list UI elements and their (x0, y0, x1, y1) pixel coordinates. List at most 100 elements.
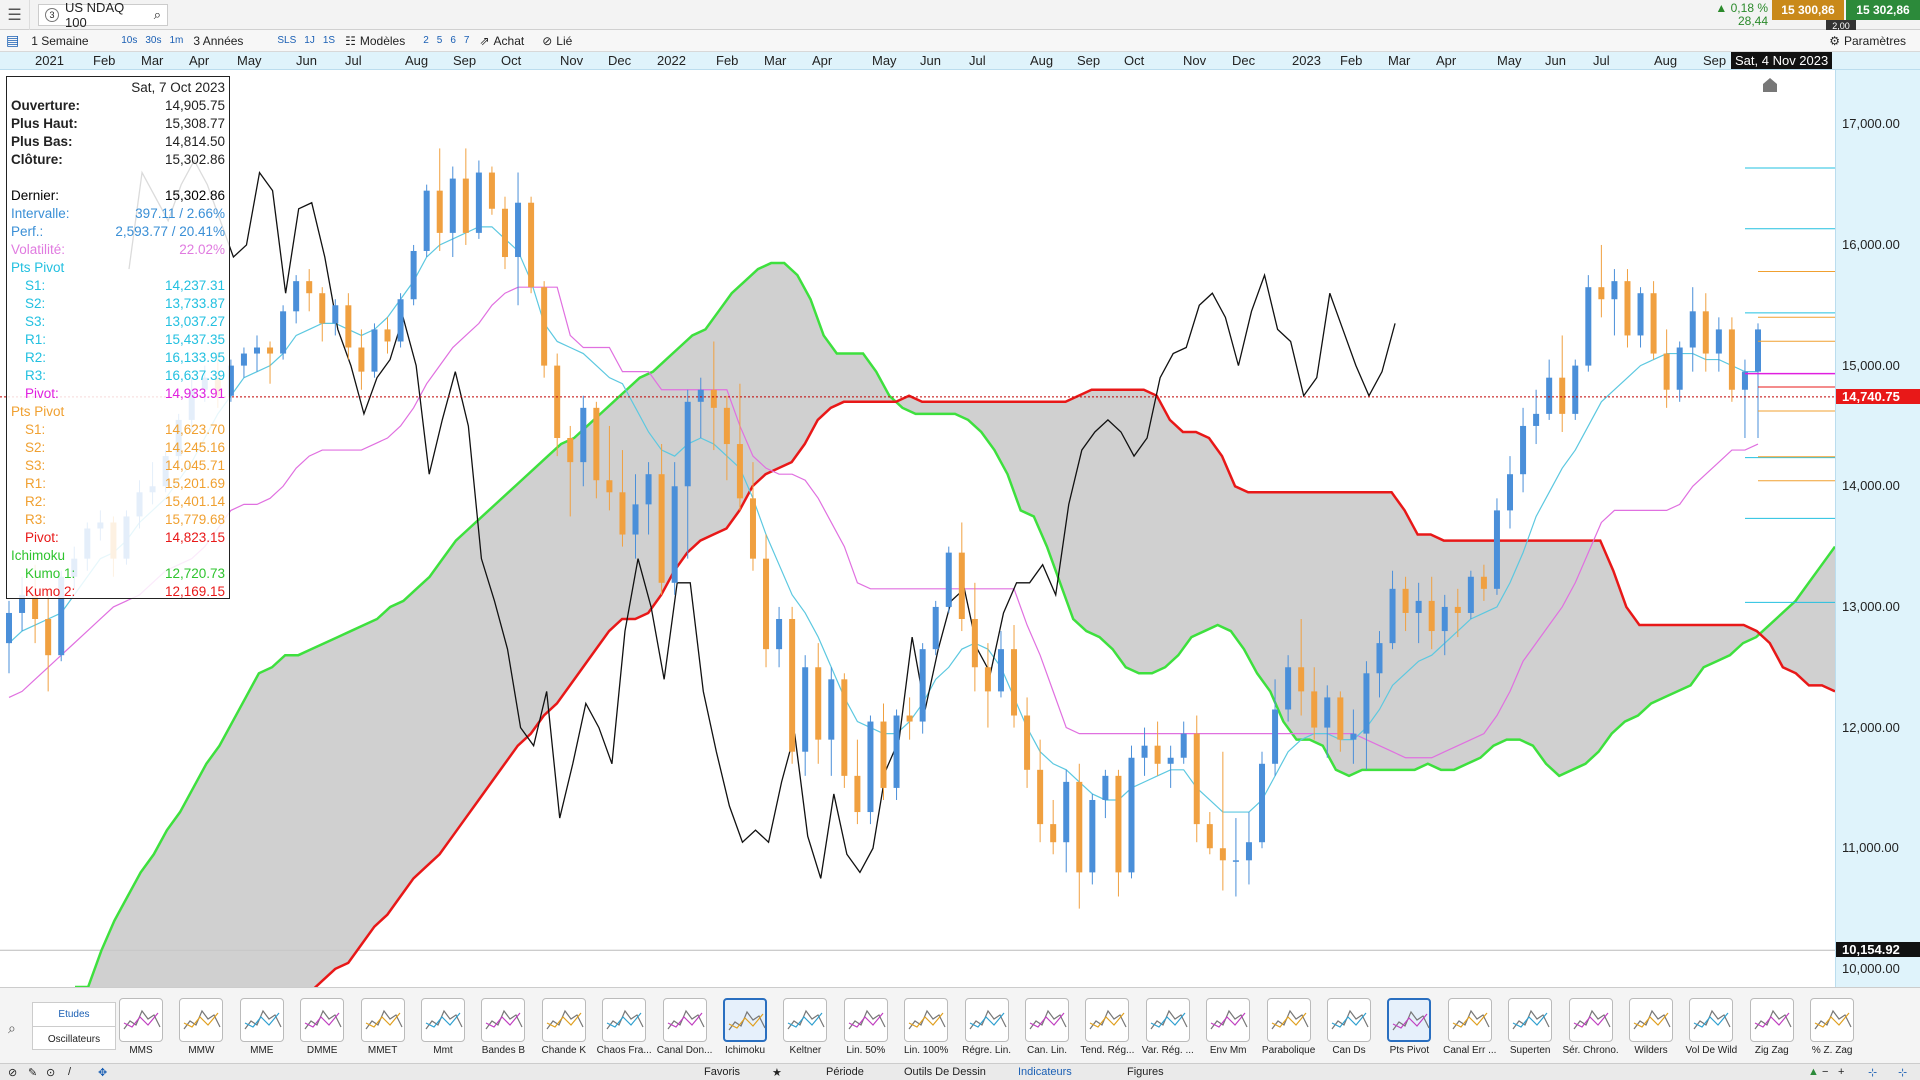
indicator-item[interactable]: Lin. 100% (898, 998, 954, 1060)
indicator-label: Tend. Rég... (1080, 1045, 1135, 1056)
indicator-item[interactable]: Chande K (536, 998, 592, 1060)
info-row: R1: 15,437.35 (11, 331, 225, 349)
indicator-item[interactable]: Bandes B (475, 998, 531, 1060)
sls-button[interactable]: SLS (277, 35, 297, 46)
indicator-item[interactable]: MME (234, 998, 290, 1060)
info-value: 15,302.86 (164, 152, 225, 167)
price-chart[interactable] (0, 70, 1835, 987)
candle-body (423, 190, 430, 251)
indicator-item[interactable]: Keltner (777, 998, 833, 1060)
interval-1d[interactable]: 1J (304, 35, 315, 46)
symbol-search[interactable]: 3 US NDAQ 100 ⌕ (38, 0, 168, 30)
price-axis[interactable]: 17,000.00 16,000.00 15,000.00 14,000.00 13,0… (1835, 70, 1920, 987)
status-tab[interactable]: Figures (1127, 1066, 1164, 1078)
candle-body (893, 715, 900, 788)
zoom-icon[interactable]: ⊹ (1898, 1067, 1908, 1079)
candle-body (1480, 576, 1487, 589)
status-tab[interactable]: Période (826, 1066, 864, 1078)
indicator-item[interactable]: Mmt (415, 998, 471, 1060)
indicator-item[interactable]: Tend. Rég... (1079, 998, 1135, 1060)
crosshair-icon[interactable]: ✥ (98, 1067, 108, 1079)
info-key: R1: (25, 332, 47, 347)
fit-icon[interactable]: ⊹ (1868, 1067, 1878, 1079)
candle-body (1637, 293, 1644, 336)
indicator-item[interactable]: Ichimoku (717, 998, 773, 1060)
buy-price-button[interactable]: 15 302,86 (1846, 0, 1920, 20)
tab-oscillateurs[interactable]: Oscillateurs (47, 1033, 101, 1045)
lines-icon[interactable]: / (68, 1066, 72, 1078)
interval-10s[interactable]: 10s (121, 35, 138, 46)
indicator-item[interactable]: Can Ds (1321, 998, 1377, 1060)
layout-6[interactable]: 6 (450, 35, 456, 46)
indicator-item[interactable]: Var. Rég. ... (1140, 998, 1196, 1060)
price-label: 10,000.00 (1842, 960, 1900, 976)
time-label: Jul (969, 53, 986, 68)
indicator-item[interactable]: Parabolique (1261, 998, 1317, 1060)
info-value: 15,201.69 (164, 476, 225, 491)
status-tab[interactable]: Indicateurs (1018, 1066, 1072, 1078)
search-icon[interactable]: ⌕ (8, 1020, 16, 1036)
indicator-item[interactable]: Env Mm (1200, 998, 1256, 1060)
info-key: R2: (25, 350, 47, 365)
indicator-item[interactable]: MMS (113, 998, 169, 1060)
indicator-item[interactable]: Chaos Fra... (596, 998, 652, 1060)
link-icon: ⊘ (542, 33, 553, 48)
indicator-item[interactable]: Sér. Chrono. (1563, 998, 1619, 1060)
list-icon[interactable]: ▤ (6, 32, 20, 48)
indicator-item[interactable]: Régre. Lin. (959, 998, 1015, 1060)
plus-icon[interactable]: + (1838, 1066, 1845, 1078)
kumo2-key: Kumo 2: (25, 584, 76, 599)
period-select[interactable]: 1 Semaine (31, 33, 89, 48)
indicator-thumbnail-icon (119, 998, 163, 1042)
prohibit-icon[interactable]: ⊘ (8, 1067, 18, 1079)
candle-body (1245, 842, 1252, 861)
tab-etudes[interactable]: Etudes (33, 1003, 115, 1027)
interval-1m[interactable]: 1m (169, 35, 184, 46)
minus-icon[interactable]: − (1822, 1066, 1829, 1078)
models-button[interactable]: ☷ Modèles (339, 30, 411, 52)
indicator-item[interactable]: Canal Don... (657, 998, 713, 1060)
time-axis[interactable]: Sat, 4 Nov 2023 2021 Feb Mar Apr May Jun Jul Au… (0, 52, 1920, 70)
status-tab[interactable]: Outils De Dessin (904, 1066, 986, 1078)
indicator-thumbnail-icon (179, 998, 224, 1042)
indicator-item[interactable]: Pts Pivot (1381, 998, 1437, 1060)
layout-5[interactable]: 5 (436, 35, 443, 46)
indicator-item[interactable]: Zig Zag (1744, 998, 1800, 1060)
candle-body (1089, 799, 1096, 873)
indicator-item[interactable]: MMET (355, 998, 411, 1060)
indicator-item[interactable]: % Z. Zag (1804, 998, 1860, 1060)
interval-30s[interactable]: 30s (145, 35, 162, 46)
layout-2[interactable]: 2 (423, 35, 429, 46)
price-label: 15,000.00 (1842, 357, 1900, 373)
change-pct: ▲ 0,18 % (1715, 1, 1768, 15)
star-icon[interactable]: ★ (772, 1067, 782, 1079)
cursor-icon[interactable]: ⊙ (46, 1067, 56, 1079)
scroll-up-icon[interactable]: ▲ (1808, 1066, 1819, 1078)
time-label: Oct (1124, 53, 1145, 68)
chart-canvas[interactable] (0, 70, 1835, 987)
menu-icon[interactable]: ☰ (0, 0, 30, 30)
indicator-label: Can. Lin. (1026, 1045, 1068, 1056)
search-icon[interactable]: ⌕ (153, 6, 161, 22)
pencil-icon[interactable]: ✎ (28, 1067, 38, 1079)
status-tab[interactable]: Favoris (704, 1066, 741, 1078)
candle-body (789, 618, 796, 752)
indicator-item[interactable]: Can. Lin. (1019, 998, 1075, 1060)
layout-7[interactable]: 7 (463, 35, 470, 46)
indicator-item[interactable]: Canal Err ... (1442, 998, 1498, 1060)
buy-button[interactable]: ⇗ Achat (473, 30, 530, 52)
indicator-thumbnail-icon (1145, 998, 1190, 1042)
indicator-item[interactable]: Lin. 50% (838, 998, 894, 1060)
indicator-item[interactable]: MMW (173, 998, 229, 1060)
indicator-item[interactable]: Vol De Wild (1683, 998, 1739, 1060)
interval-1w[interactable]: 1S (322, 35, 336, 46)
indicator-item[interactable]: Superten (1502, 998, 1558, 1060)
indicator-item[interactable]: DMME (294, 998, 350, 1060)
range-select[interactable]: 3 Années (193, 33, 244, 48)
settings-button[interactable]: ⚙ Paramètres (1823, 30, 1912, 52)
link-button[interactable]: ⊘ Lié (536, 30, 578, 52)
sell-price-button[interactable]: 15 300,86 (1772, 0, 1844, 20)
info-value: 14,623.70 (164, 422, 225, 437)
indicator-label: Canal Err ... (1443, 1045, 1497, 1056)
indicator-item[interactable]: Wilders (1623, 998, 1679, 1060)
